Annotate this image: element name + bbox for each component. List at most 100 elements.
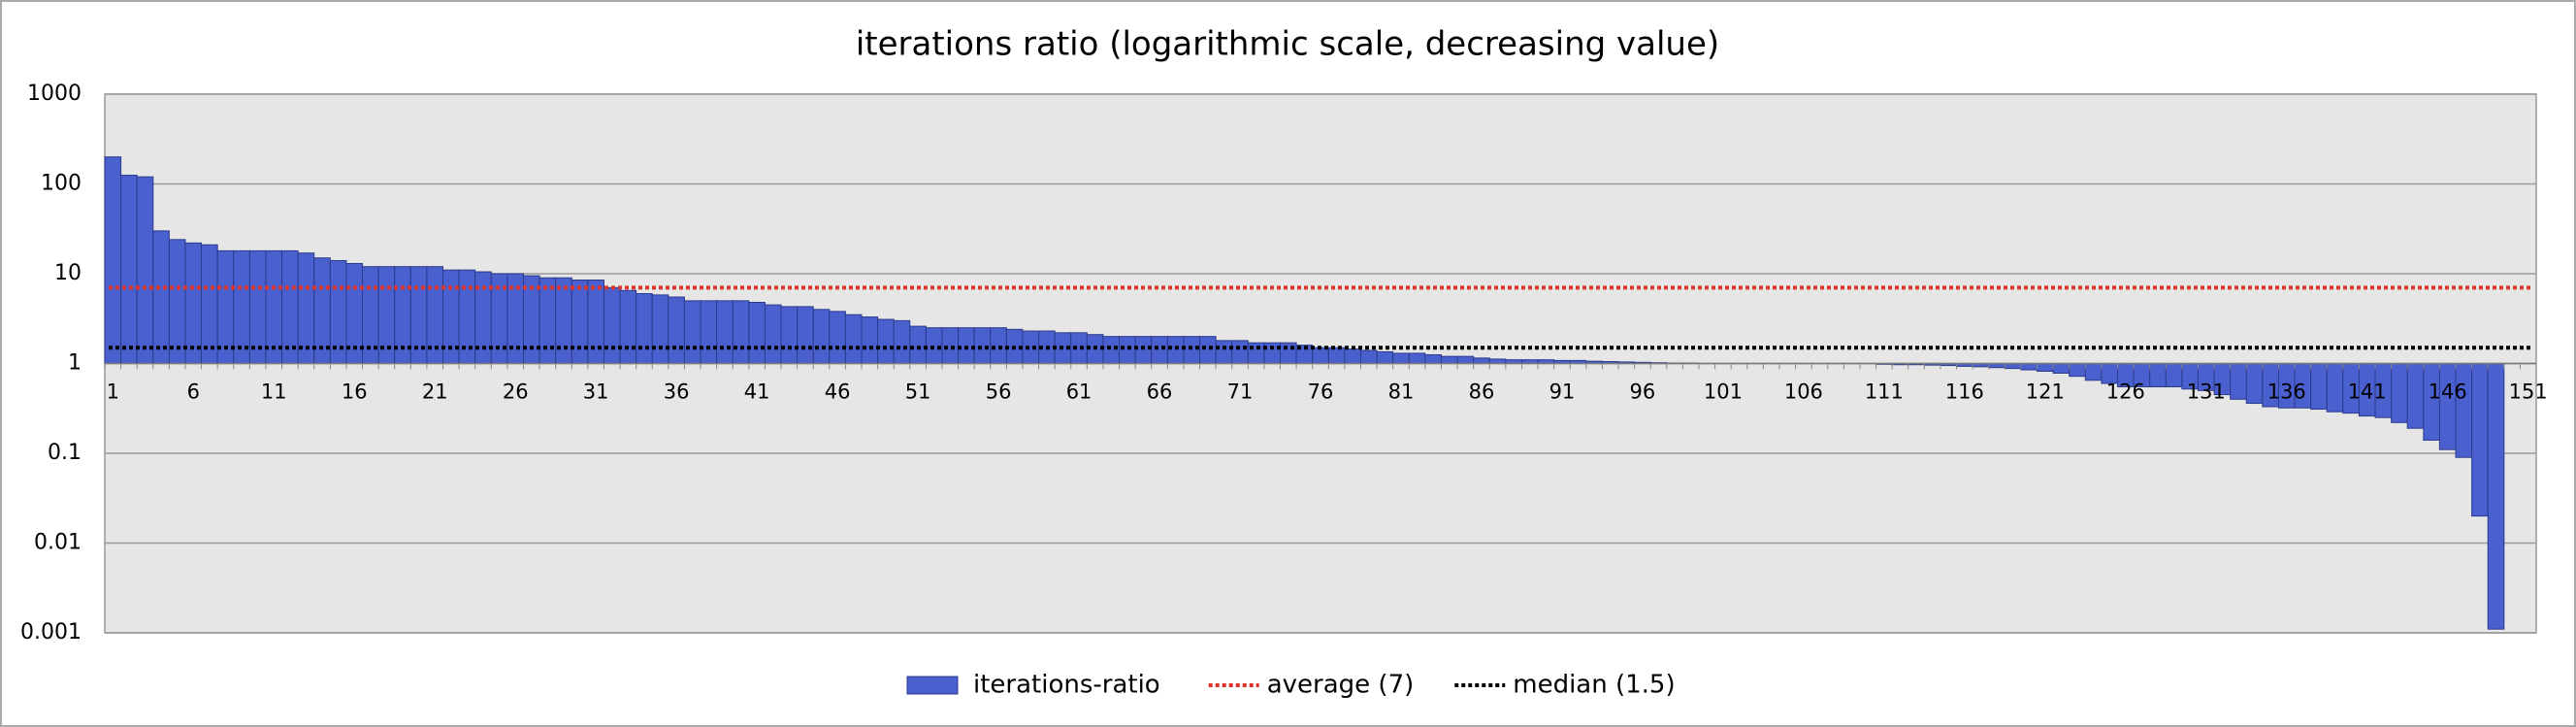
- bar: [1151, 336, 1168, 364]
- bar: [941, 327, 960, 365]
- bar: [958, 327, 975, 365]
- bar: [1134, 336, 1153, 364]
- y-tick-label: 1: [68, 351, 82, 376]
- x-tick-label: 61: [1066, 380, 1092, 404]
- x-tick-label: 31: [583, 380, 609, 404]
- x-tick-label: 126: [2106, 380, 2145, 404]
- bar: [603, 286, 621, 364]
- bar: [700, 300, 718, 364]
- bar: [2020, 363, 2038, 371]
- bar: [893, 319, 911, 364]
- y-tick-label: 0.001: [20, 620, 82, 644]
- bar: [1376, 350, 1394, 364]
- bar: [555, 277, 572, 365]
- x-tick-label: 16: [342, 380, 368, 404]
- x-tick-label: 21: [422, 380, 448, 404]
- bar: [2037, 363, 2054, 372]
- x-tick-label: 1: [107, 380, 119, 404]
- x-tick-label: 96: [1630, 380, 1656, 404]
- bar: [844, 314, 863, 364]
- bar: [1102, 336, 1121, 364]
- bar: [909, 325, 927, 364]
- bar: [2471, 363, 2489, 517]
- bar: [2310, 363, 2328, 411]
- bar: [2391, 363, 2408, 423]
- y-tick-label: 1000: [27, 82, 82, 106]
- bar: [797, 306, 814, 365]
- bar: [571, 280, 589, 364]
- bar: [1344, 348, 1361, 364]
- x-tick-label: 41: [744, 380, 770, 404]
- bar: [636, 293, 653, 364]
- bar: [973, 327, 992, 365]
- bar: [329, 259, 347, 364]
- bar: [1312, 347, 1329, 364]
- bar: [2230, 363, 2247, 400]
- x-tick-label: 111: [1865, 380, 1904, 404]
- legend-label: iterations-ratio: [973, 671, 1160, 700]
- bar: [651, 294, 669, 364]
- x-tick-label: 71: [1227, 380, 1254, 404]
- x-tick-label: 36: [664, 380, 690, 404]
- bar: [152, 230, 170, 364]
- y-tick-label: 10: [54, 261, 82, 285]
- bar: [201, 244, 218, 364]
- bar: [732, 300, 750, 364]
- bar: [2406, 363, 2425, 429]
- x-tick-label: 26: [503, 380, 529, 404]
- legend-label: median (1.5): [1513, 671, 1675, 700]
- bar: [861, 316, 879, 365]
- x-tick-label: 116: [1945, 380, 1984, 404]
- bar: [1166, 336, 1185, 364]
- x-tick-label: 91: [1549, 380, 1576, 404]
- bar: [2069, 363, 2086, 378]
- x-tick-label: 136: [2267, 380, 2306, 404]
- bar: [2084, 363, 2103, 381]
- y-tick-label: 0.01: [34, 531, 82, 555]
- bar: [2438, 363, 2457, 450]
- bar: [1408, 352, 1426, 364]
- x-tick-label: 56: [986, 380, 1012, 404]
- x-tick-label: 66: [1147, 380, 1173, 404]
- x-tick-label: 106: [1784, 380, 1823, 404]
- x-tick-label: 141: [2348, 380, 2387, 404]
- bar: [2052, 363, 2071, 374]
- x-tick-label: 11: [261, 380, 287, 404]
- bar: [136, 176, 154, 364]
- x-tick-label: 121: [2026, 380, 2065, 404]
- x-tick-label: 146: [2429, 380, 2467, 404]
- bar: [990, 327, 1007, 365]
- y-tick-label: 0.1: [48, 441, 82, 465]
- bar: [458, 269, 476, 364]
- bar: [748, 301, 766, 365]
- x-tick-label: 86: [1469, 380, 1495, 404]
- x-tick-label: 81: [1388, 380, 1415, 404]
- bar: [104, 156, 122, 364]
- bar: [1231, 340, 1249, 365]
- chart-title: iterations ratio (logarithmic scale, dec…: [856, 25, 1719, 64]
- bar: [925, 327, 943, 365]
- bar: [1440, 355, 1458, 364]
- bar: [2455, 363, 2473, 458]
- x-tick-label: 6: [187, 380, 200, 404]
- bar: [1392, 352, 1410, 364]
- legend-label: average (7): [1267, 671, 1415, 700]
- bar: [1359, 349, 1378, 364]
- bar: [812, 309, 831, 364]
- bar: [1327, 347, 1346, 364]
- bar: [1022, 330, 1040, 364]
- bar: [1183, 336, 1201, 364]
- bar: [2165, 363, 2183, 388]
- bar: [668, 296, 685, 364]
- bar: [683, 300, 701, 364]
- x-tick-label: 151: [2509, 380, 2548, 404]
- bar: [168, 239, 186, 364]
- bar: [716, 300, 734, 364]
- bar: [2326, 363, 2344, 413]
- bar: [2487, 363, 2505, 630]
- x-tick-label: 46: [825, 380, 851, 404]
- bar: [877, 318, 895, 364]
- bar: [780, 306, 799, 365]
- bar: [619, 289, 637, 364]
